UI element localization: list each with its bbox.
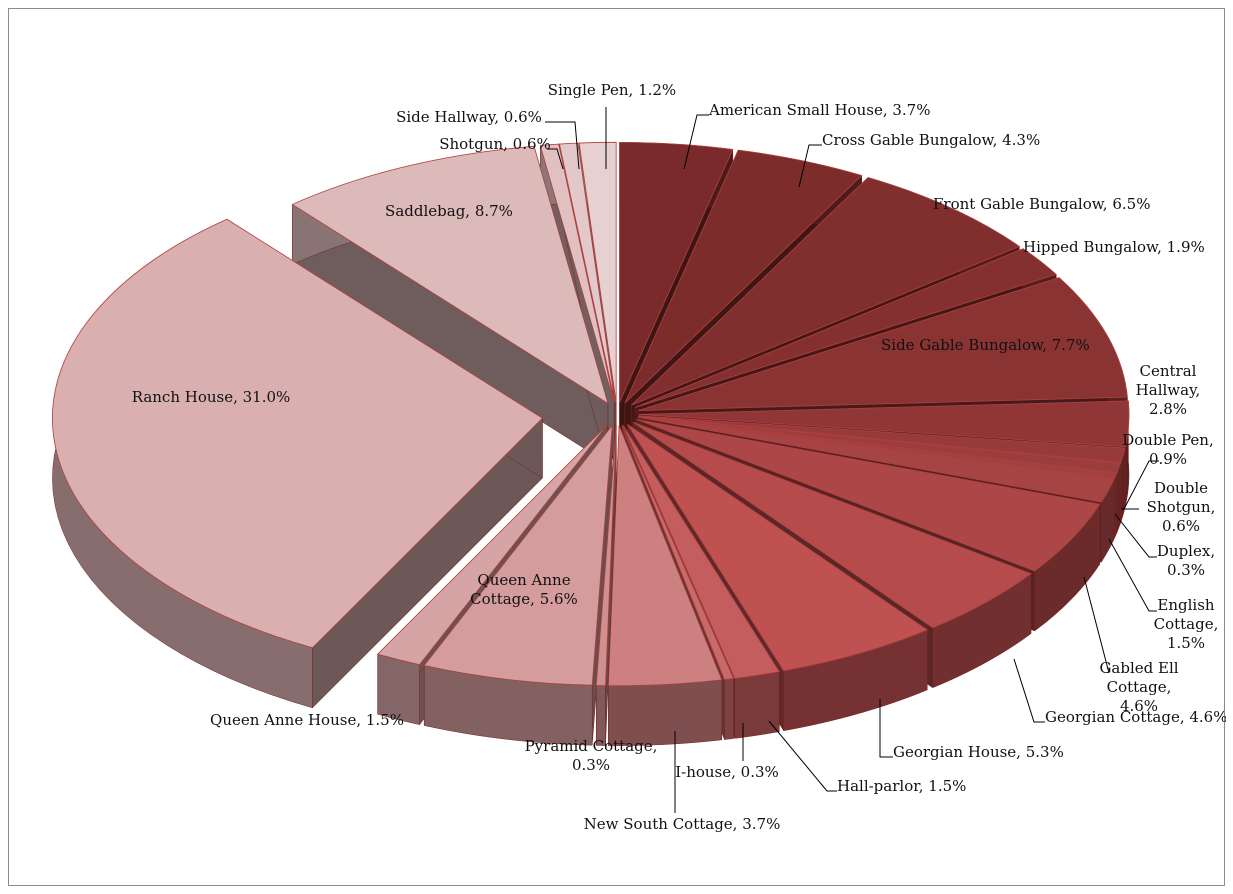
slice-queen-anne-cottage-top bbox=[423, 424, 613, 686]
label-duplex: Duplex, 0.3% bbox=[1157, 542, 1215, 579]
slice-hipped-bungalow-top bbox=[635, 248, 1057, 408]
leader-hall-parlor bbox=[768, 720, 837, 792]
leader-english-cottage bbox=[1108, 538, 1157, 612]
slice-labels: American Small House, 3.7% Cross Gable Bu… bbox=[132, 81, 1226, 833]
label-front-gable-bungalow: Front Gable Bungalow, 6.5% bbox=[933, 195, 1150, 213]
leader-side-hallway bbox=[545, 121, 580, 170]
label-shotgun: Shotgun, 0.6% bbox=[439, 135, 551, 153]
label-gabled-ell-cottage: Gabled Ell Cottage, 4.6% bbox=[1099, 659, 1178, 715]
label-new-south-cottage: New South Cottage, 3.7% bbox=[584, 815, 781, 833]
leader-georgian-cottage bbox=[1013, 658, 1045, 723]
leader-gabled-ell-cottage bbox=[1083, 576, 1110, 674]
slice-new-south-cottage bbox=[607, 425, 723, 746]
label-queen-anne-house: Queen Anne House, 1.5% bbox=[210, 711, 404, 729]
label-cross-gable-bungalow: Cross Gable Bungalow, 4.3% bbox=[822, 131, 1040, 149]
slice-queen-anne-cottage bbox=[423, 424, 613, 746]
label-english-cottage: English Cottage, 1.5% bbox=[1154, 596, 1219, 652]
slice-cross-gable-bungalow-top bbox=[624, 149, 863, 404]
label-double-pen: Double Pen, 0.9% bbox=[1122, 431, 1214, 468]
label-central-hallway: Central Hallway, 2.8% bbox=[1136, 362, 1201, 418]
leader-georgian-house bbox=[879, 699, 893, 758]
slice-saddlebag bbox=[291, 145, 609, 464]
slice-side-gable-bungalow-top bbox=[637, 277, 1128, 412]
leader-shotgun bbox=[547, 148, 564, 170]
label-georgian-house: Georgian House, 5.3% bbox=[893, 743, 1064, 761]
slice-central-hallway-top bbox=[638, 400, 1130, 448]
label-side-gable-bungalow: Side Gable Bungalow, 7.7% bbox=[881, 336, 1090, 354]
label-pyramid-cottage: Pyramid Cottage, 0.3% bbox=[525, 737, 658, 774]
slice-hall-parlor-top bbox=[622, 425, 780, 679]
leader-lines bbox=[545, 107, 1159, 813]
slice-georgian-house-top bbox=[627, 423, 929, 672]
slice-i-house-top bbox=[621, 425, 735, 681]
chart-frame: American Small House, 3.7% Cross Gable Bu… bbox=[8, 8, 1226, 886]
slice-pyramid-cottage bbox=[595, 425, 617, 746]
slice-queen-anne-house-top bbox=[376, 424, 608, 666]
slice-duplex-side bbox=[1114, 473, 1117, 539]
slice-english-cottage-top bbox=[638, 416, 1115, 503]
slice-saddlebag-top bbox=[291, 145, 609, 405]
leader-cross-gable-bungalow bbox=[798, 144, 822, 188]
slice-new-south-cottage-top bbox=[607, 425, 723, 687]
slice-american-small-house-top bbox=[619, 142, 734, 403]
label-ranch-house: Ranch House, 31.0% bbox=[132, 388, 291, 406]
label-single-pen: Single Pen, 1.2% bbox=[548, 81, 676, 99]
slice-ranch-house bbox=[52, 218, 544, 709]
slice-georgian-cottage-top bbox=[632, 421, 1032, 629]
label-saddlebag: Saddlebag, 8.7% bbox=[385, 202, 513, 220]
leader-double-pen bbox=[1123, 460, 1159, 510]
slice-i-house-side bbox=[724, 678, 734, 740]
label-hall-parlor: Hall-parlor, 1.5% bbox=[837, 777, 966, 795]
pie-chart: American Small House, 3.7% Cross Gable Bu… bbox=[52, 81, 1226, 833]
slice-pyramid-cottage-top bbox=[595, 425, 617, 687]
slice-gabled-ell-cottage-top bbox=[636, 418, 1101, 572]
leader-american-small-house bbox=[683, 114, 709, 170]
label-double-shotgun: Double Shotgun, 0.6% bbox=[1147, 479, 1216, 535]
slice-single-pen-top bbox=[578, 141, 617, 403]
label-american-small-house: American Small House, 3.7% bbox=[708, 101, 930, 119]
slice-new-south-cottage-side bbox=[608, 679, 723, 746]
label-georgian-cottage: Georgian Cottage, 4.6% bbox=[1045, 708, 1226, 726]
slice-shotgun-top bbox=[539, 143, 615, 403]
slice-double-pen-top bbox=[638, 415, 1126, 464]
label-i-house: I-house, 0.3% bbox=[675, 763, 779, 781]
slice-hall-parlor-side bbox=[734, 671, 780, 739]
slice-front-gable-bungalow-top bbox=[631, 177, 1021, 406]
slice-duplex-top bbox=[638, 416, 1118, 479]
leader-duplex bbox=[1114, 513, 1157, 558]
pie-slices bbox=[52, 141, 1130, 746]
label-side-hallway: Side Hallway, 0.6% bbox=[396, 108, 542, 126]
label-hipped-bungalow: Hipped Bungalow, 1.9% bbox=[1023, 238, 1205, 256]
slice-side-hallway-top bbox=[558, 142, 616, 403]
label-queen-anne-cottage: Queen Anne Cottage, 5.6% bbox=[470, 571, 578, 608]
slice-ranch-house-top bbox=[52, 218, 544, 649]
slice-double-shotgun-side bbox=[1116, 463, 1121, 533]
